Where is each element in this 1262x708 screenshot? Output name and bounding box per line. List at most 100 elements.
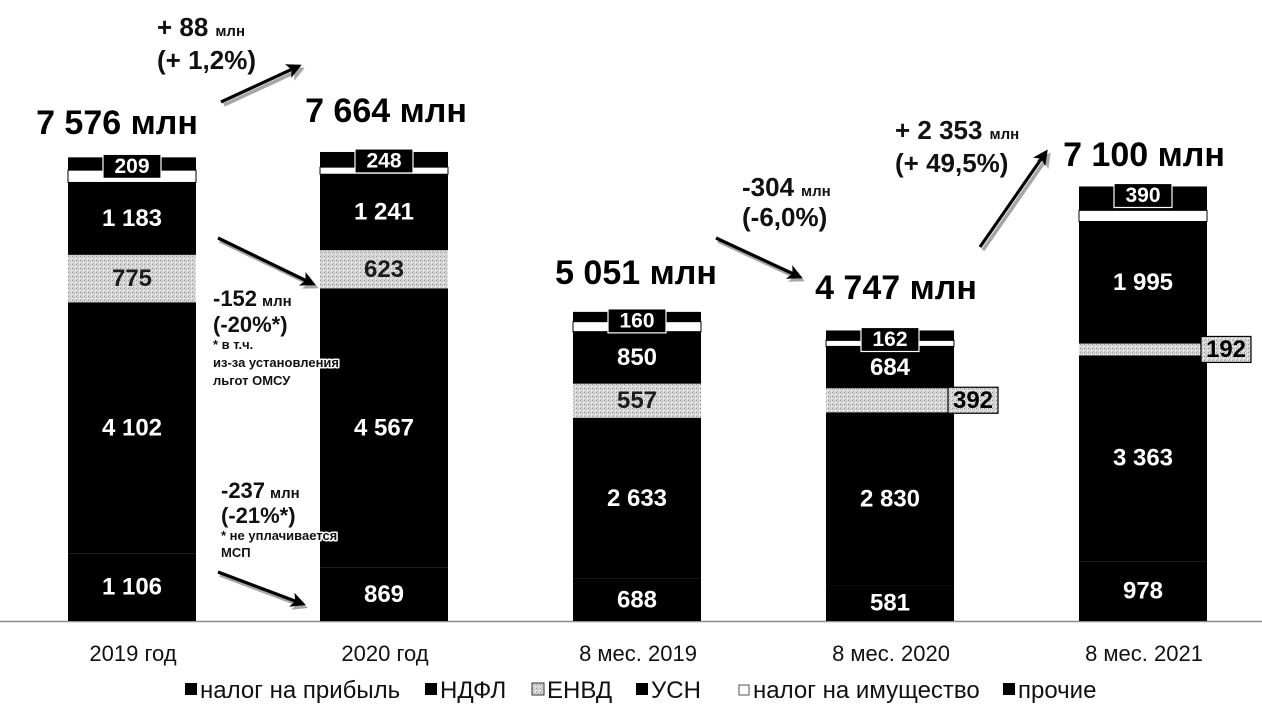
x-axis-tick-label: 8 мес. 2019 — [579, 641, 697, 666]
arrow-profit-tax-change — [217, 570, 308, 610]
bar-total-label: 7 664 млн — [305, 92, 467, 130]
annotation-amount: + 88 млн — [157, 12, 245, 42]
legend-label: ЕНВД — [547, 677, 612, 704]
bar-segment-envd — [1079, 343, 1207, 356]
annotation-percent: (-6,0%) — [742, 202, 827, 232]
segment-label-usn: 1 241 — [354, 199, 414, 226]
bar-segment-usn — [573, 331, 701, 384]
segment-label-other: 160 — [619, 309, 654, 332]
segment-label-ndfl: 2 633 — [607, 485, 667, 512]
arrow-up-right-icon — [220, 64, 302, 104]
segment-label-ndfl: 2 830 — [860, 485, 920, 512]
legend-label: налог на прибыль — [200, 677, 400, 704]
segment-label-other: 162 — [872, 328, 907, 351]
legend-label: НДФЛ — [440, 677, 506, 704]
segment-label-ndfl: 4 102 — [102, 414, 162, 441]
bar-segment-ndfl — [826, 412, 954, 586]
annotation-unit: млн — [215, 23, 245, 40]
annotation-unit: млн — [989, 126, 1019, 143]
segment-label-envd: 557 — [617, 387, 657, 414]
arrow-down-right-icon — [217, 570, 306, 607]
x-axis-tick-label: 8 мес. 2020 — [832, 641, 950, 666]
segment-label-box — [860, 326, 920, 353]
bars — [67, 151, 1208, 621]
annotation-amount: -304 млн — [742, 172, 831, 202]
bar-segment-envd — [68, 254, 196, 303]
bar-segment-ndfl — [320, 288, 448, 568]
segment-label-usn: 1 183 — [102, 205, 162, 232]
segment-label-other: 209 — [114, 155, 149, 178]
legend-swatch — [738, 684, 750, 696]
annotation-percent: (-21%*) — [221, 503, 296, 528]
annotation-change-8m-2019-2020: -304 млн (-6,0%) — [742, 172, 831, 232]
legend-item-ndfl: НДФЛ — [425, 677, 506, 704]
annotation-value: + 88 — [157, 12, 208, 42]
segment-label-envd: 623 — [364, 256, 404, 283]
bar-segment-usn — [1079, 221, 1207, 344]
bar-segment-usn — [68, 182, 196, 255]
annotation-profit-tax-change: -237 млн (-21%*) * не уплачивается МСП — [220, 478, 339, 562]
segment-label-profit-tax: 581 — [870, 590, 910, 617]
annotation-value: -152 — [213, 286, 257, 311]
legend-item-envd: ЕНВД — [531, 677, 612, 704]
bar-segment-ndfl — [1079, 355, 1207, 562]
chart-labels: 1 106 4 102 775 1 183 209 7 576 млн 2019 год 86… — [36, 92, 1252, 666]
arrow-shadow — [981, 152, 1051, 252]
segment-label-usn: 684 — [870, 354, 911, 381]
arrow-up-right-icon — [978, 149, 1048, 248]
segment-label-envd: 192 — [1206, 336, 1246, 363]
legend-item-profit-tax: налог на прибыль — [185, 677, 400, 704]
stacked-bar — [319, 151, 449, 621]
bar-segment-profit-tax — [320, 567, 448, 621]
annotation-percent: (+ 1,2%) — [157, 45, 256, 75]
annotation-percent: (-20%*) — [213, 312, 288, 337]
legend-item-other: прочие — [1003, 677, 1096, 704]
x-axis-tick-label: 8 мес. 2021 — [1085, 641, 1203, 666]
bar-segment-property-tax — [1078, 209, 1208, 222]
segment-label-profit-tax: 1 106 — [102, 574, 162, 601]
segment-label-usn: 1 995 — [1113, 269, 1173, 296]
bar-segment-profit-tax — [826, 585, 954, 621]
legend-item-property-tax: налог на имущество — [738, 677, 980, 704]
bar-segment-profit-tax — [68, 553, 196, 621]
segment-label-box — [102, 153, 162, 179]
segment-label-box — [354, 148, 414, 174]
annotation-note: * в т.ч. — [213, 337, 253, 352]
annotation-note: * не уплачивается — [221, 528, 337, 543]
bar-total-label: 5 051 млн — [555, 254, 717, 292]
segment-label-profit-tax: 978 — [1123, 578, 1163, 605]
legend-item-usn: УСН — [636, 677, 701, 704]
legend: налог на прибыль НДФЛ ЕНВД УСН налог на имущ… — [185, 677, 1096, 704]
bar-segment-ndfl — [573, 417, 701, 579]
arrow-2019-to-2020 — [220, 64, 305, 107]
annotation-percent: (+ 49,5%) — [895, 148, 1008, 178]
arrow-down-right-icon — [217, 236, 316, 286]
bar-segment-usn — [826, 346, 954, 389]
x-axis-tick-label: 2019 год — [89, 641, 176, 666]
segment-label-box — [607, 308, 667, 334]
annotation-note: из-за установления — [213, 355, 339, 370]
segment-label-box — [947, 386, 999, 414]
annotation-note: МСП — [221, 545, 251, 560]
annotation-unit: млн — [262, 293, 292, 310]
annotation-unit: млн — [270, 485, 300, 502]
bar-segment-profit-tax — [573, 578, 701, 621]
legend-label: прочие — [1018, 677, 1096, 704]
annotation-envd-change: -152 млн (-20%*) * в т.ч. из-за установле… — [212, 286, 341, 390]
bar-segment-envd — [826, 388, 954, 413]
annotation-value: + 2 353 — [895, 115, 982, 145]
bar-total-label: 4 747 млн — [815, 269, 977, 307]
segment-label-box — [1113, 182, 1173, 209]
segment-label-other: 390 — [1125, 184, 1160, 207]
annotation-change-8m-2020-2021: + 2 353 млн (+ 49,5%) — [895, 115, 1019, 178]
annotation-value: -237 — [221, 478, 265, 503]
segment-label-profit-tax: 869 — [364, 581, 404, 608]
segment-label-profit-tax: 688 — [617, 586, 657, 613]
legend-swatch — [425, 683, 437, 695]
segment-label-other: 248 — [366, 149, 401, 172]
bar-segment-envd — [320, 250, 448, 289]
bar-segment-usn — [320, 174, 448, 251]
segment-label-ndfl: 4 567 — [354, 415, 414, 442]
bar-segment-ndfl — [68, 302, 196, 554]
